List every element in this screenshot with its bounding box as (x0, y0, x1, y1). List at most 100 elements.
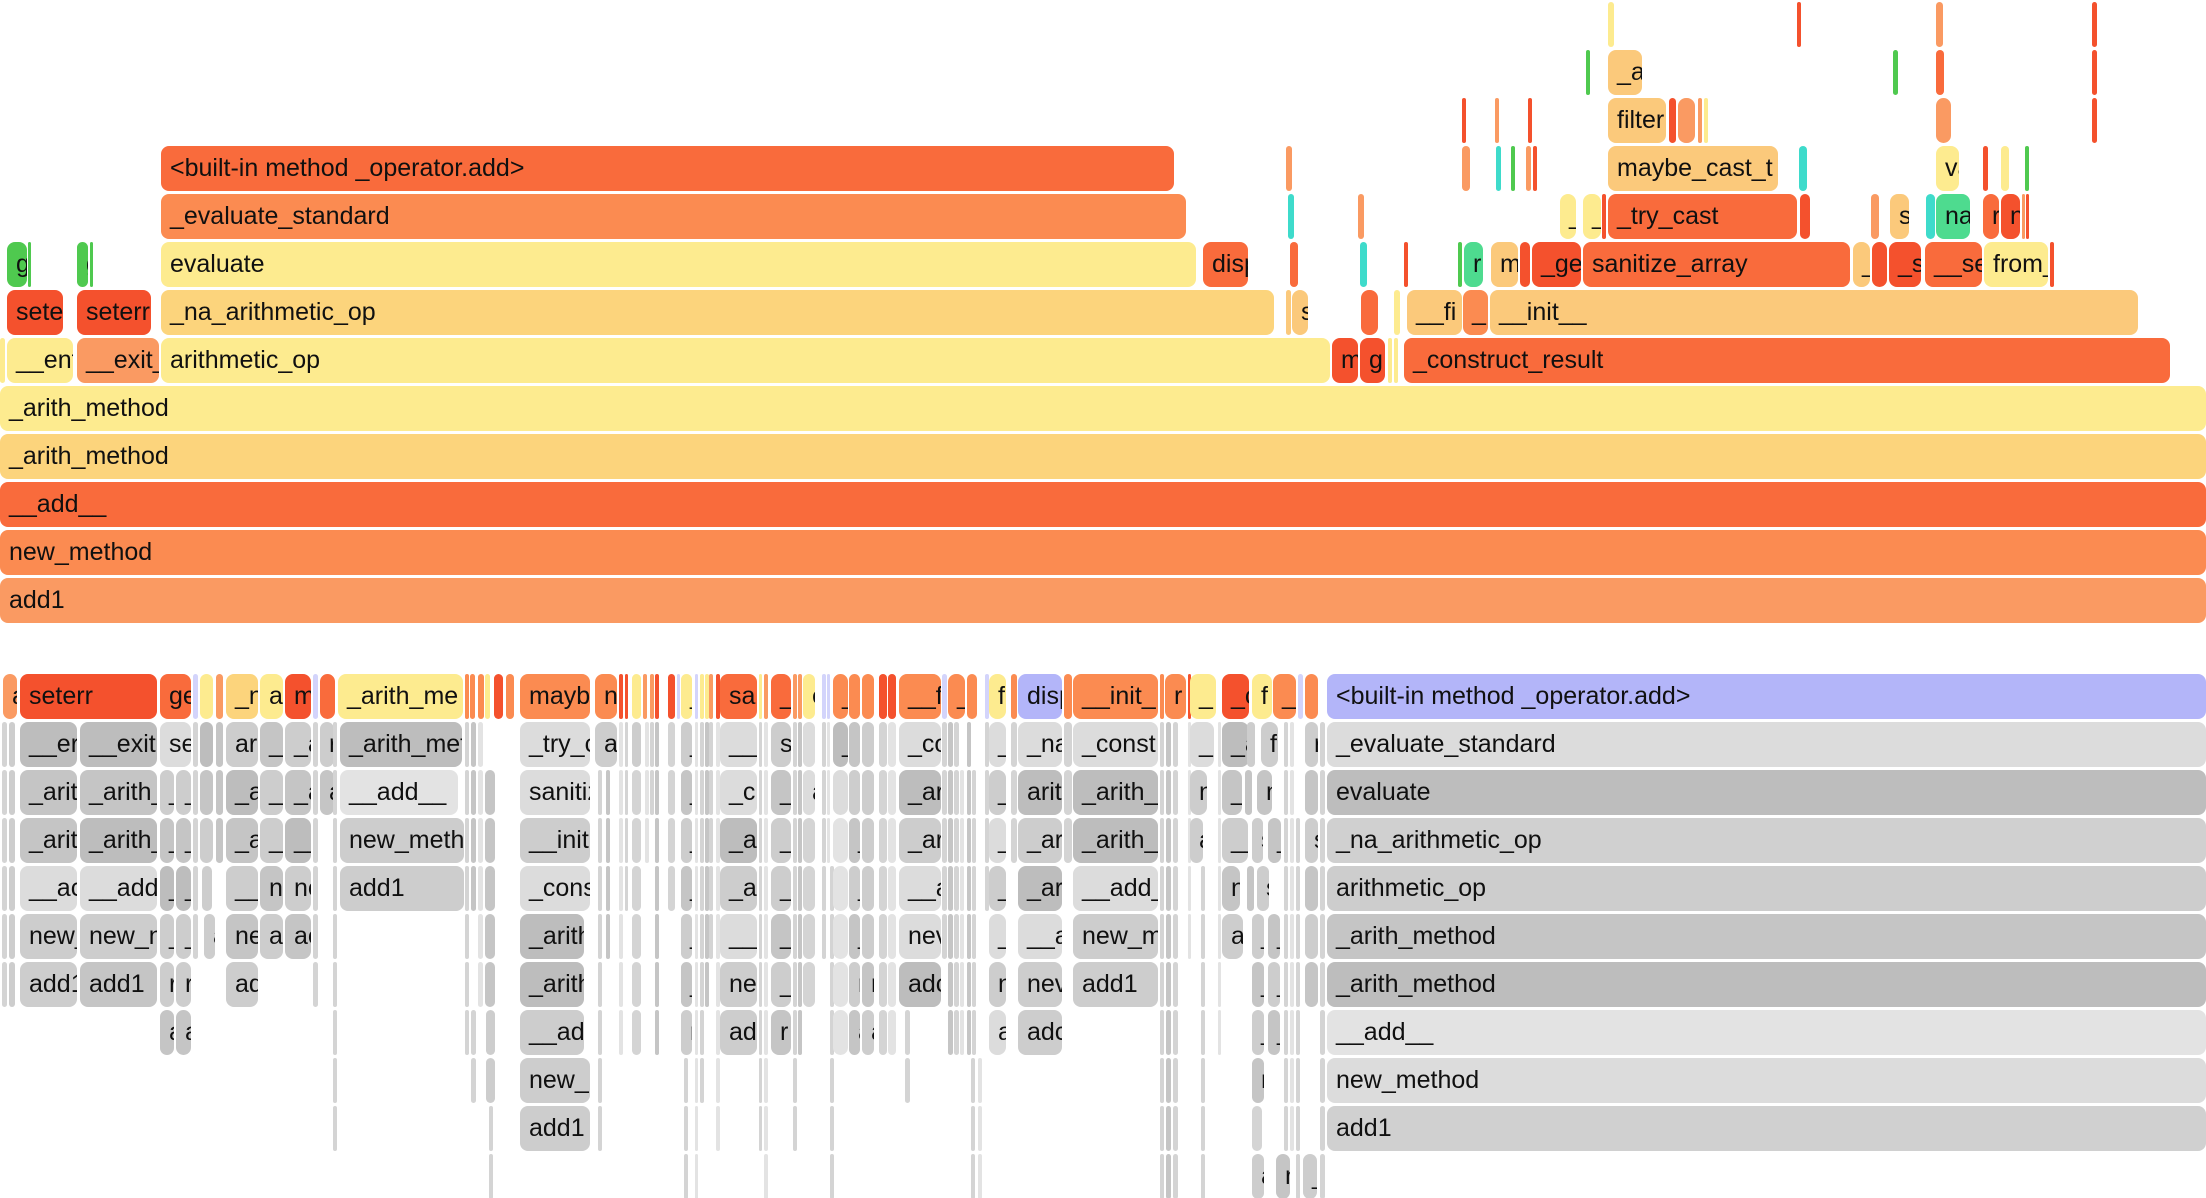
flame-bar-adc[interactable]: adc (1018, 1010, 1062, 1055)
flame-bar[interactable] (1698, 98, 1702, 143)
flame-bar-fi[interactable]: fi (1261, 722, 1278, 767)
flame-bar[interactable] (942, 722, 947, 767)
flame-bar-_[interactable]: _ (989, 770, 1006, 815)
flame-bar-_[interactable]: _ (176, 818, 191, 863)
flame-bar-ad[interactable]: ad (720, 1010, 757, 1055)
flame-bar[interactable] (879, 818, 887, 863)
flame-bar[interactable] (695, 770, 698, 815)
flame-bar-__add_[interactable]: __add_ (1073, 866, 1158, 911)
flame-bar[interactable] (598, 1106, 602, 1151)
flame-bar-_arith[interactable]: _arith (520, 914, 584, 959)
flame-bar[interactable] (313, 818, 318, 863)
flame-bar[interactable] (948, 866, 953, 911)
flame-bar[interactable] (471, 1010, 476, 1055)
flame-bar-s[interactable]: s (1292, 290, 1308, 335)
flame-bar[interactable] (1458, 242, 1462, 287)
flame-bar[interactable] (695, 1010, 698, 1055)
flame-bar[interactable] (888, 722, 896, 767)
flame-bar[interactable] (655, 818, 659, 863)
flame-bar-add1[interactable]: add1 (520, 1106, 590, 1151)
flame-bar[interactable] (1173, 1058, 1178, 1103)
flame-bar[interactable] (862, 722, 874, 767)
flame-bar-nev[interactable]: nev (1018, 962, 1062, 1007)
flame-bar-__init[interactable]: __init (520, 818, 590, 863)
flame-bar[interactable] (471, 770, 476, 815)
flame-bar[interactable] (200, 722, 213, 767)
flame-bar[interactable] (650, 674, 654, 719)
flame-bar-_[interactable]: _ (849, 866, 860, 911)
flame-bar[interactable] (1290, 866, 1294, 911)
flame-bar[interactable] (1188, 722, 1191, 767)
flame-bar[interactable] (1936, 50, 1944, 95)
flame-bar[interactable] (905, 1010, 910, 1055)
flame-bar[interactable] (1218, 770, 1221, 815)
flame-bar-__add__[interactable]: __add__ (1327, 1010, 2206, 1055)
flame-bar[interactable] (705, 722, 709, 767)
flame-bar[interactable] (1305, 866, 1318, 911)
flame-bar[interactable] (9, 770, 15, 815)
flame-bar[interactable] (830, 866, 834, 911)
flame-bar-n[interactable]: n (1252, 1058, 1264, 1103)
flame-bar[interactable] (2, 770, 7, 815)
flame-bar[interactable] (1166, 722, 1171, 767)
flame-bar[interactable] (849, 722, 860, 767)
flame-bar[interactable] (1011, 770, 1017, 815)
flame-bar[interactable] (1983, 146, 1988, 191)
flame-bar-_arith_method[interactable]: _arith_method (0, 434, 2206, 479)
flame-bar[interactable] (1511, 146, 1515, 191)
flame-bar-_try_c[interactable]: _try_c (520, 722, 590, 767)
flame-bar[interactable] (1288, 194, 1294, 239)
flame-bar-__er[interactable]: __er (20, 722, 77, 767)
flame-bar[interactable] (700, 866, 704, 911)
flame-bar-__[interactable]: __ (1222, 818, 1248, 863)
flame-bar[interactable] (606, 818, 610, 863)
flame-bar[interactable] (598, 818, 602, 863)
flame-bar-_[interactable]: _ (160, 914, 174, 959)
flame-bar[interactable] (985, 770, 989, 815)
flame-bar-_arith_met[interactable]: _arith_met (340, 722, 462, 767)
flame-bar[interactable] (606, 914, 610, 959)
flame-bar-a[interactable]: a (486, 1058, 495, 1103)
flame-bar[interactable] (759, 818, 762, 863)
flame-bar-sanitize_array[interactable]: sanitize_array (1583, 242, 1850, 287)
flame-bar[interactable] (313, 962, 318, 1007)
flame-bar[interactable] (798, 722, 802, 767)
flame-bar[interactable] (1936, 98, 1951, 143)
flame-bar[interactable] (1320, 914, 1325, 959)
flame-bar-evaluate[interactable]: evaluate (1327, 770, 2206, 815)
flame-bar[interactable] (655, 722, 659, 767)
flame-bar[interactable] (827, 818, 830, 863)
flame-bar-_const[interactable]: _const (1073, 722, 1158, 767)
flame-bar[interactable] (960, 770, 964, 815)
flame-bar[interactable] (803, 962, 815, 1007)
flame-bar[interactable] (1394, 290, 1400, 335)
flame-bar[interactable] (716, 962, 720, 1007)
flame-bar[interactable] (1284, 770, 1288, 815)
flame-bar[interactable] (485, 866, 495, 911)
flame-bar-_[interactable]: _ (1190, 722, 1214, 767)
flame-bar-a[interactable]: a (803, 770, 815, 815)
flame-bar[interactable] (677, 674, 680, 719)
flame-bar[interactable] (879, 770, 887, 815)
flame-bar[interactable] (598, 1010, 602, 1055)
flame-bar[interactable] (716, 722, 720, 767)
flame-bar-_a[interactable]: _a (226, 770, 258, 815)
flame-bar[interactable] (1188, 866, 1191, 911)
flame-bar[interactable] (1011, 818, 1017, 863)
flame-bar-seterr[interactable]: seterr (20, 674, 157, 719)
flame-bar[interactable] (1201, 962, 1205, 1007)
flame-bar-_[interactable]: _ (1252, 1010, 1264, 1055)
flame-bar[interactable] (1290, 722, 1294, 767)
flame-bar[interactable] (793, 722, 797, 767)
flame-bar-ne[interactable]: ne (226, 914, 258, 959)
flame-bar[interactable] (948, 1010, 953, 1055)
flame-bar-_[interactable]: _ (160, 866, 174, 911)
flame-bar[interactable] (716, 866, 720, 911)
flame-bar[interactable] (862, 770, 874, 815)
flame-bar[interactable] (1320, 1058, 1325, 1103)
flame-bar[interactable] (1218, 962, 1221, 1007)
flame-bar[interactable] (759, 1106, 762, 1151)
flame-bar-a[interactable]: a (989, 1010, 1006, 1055)
flame-bar-__f[interactable]: __f (899, 674, 941, 719)
flame-bar[interactable] (960, 818, 964, 863)
